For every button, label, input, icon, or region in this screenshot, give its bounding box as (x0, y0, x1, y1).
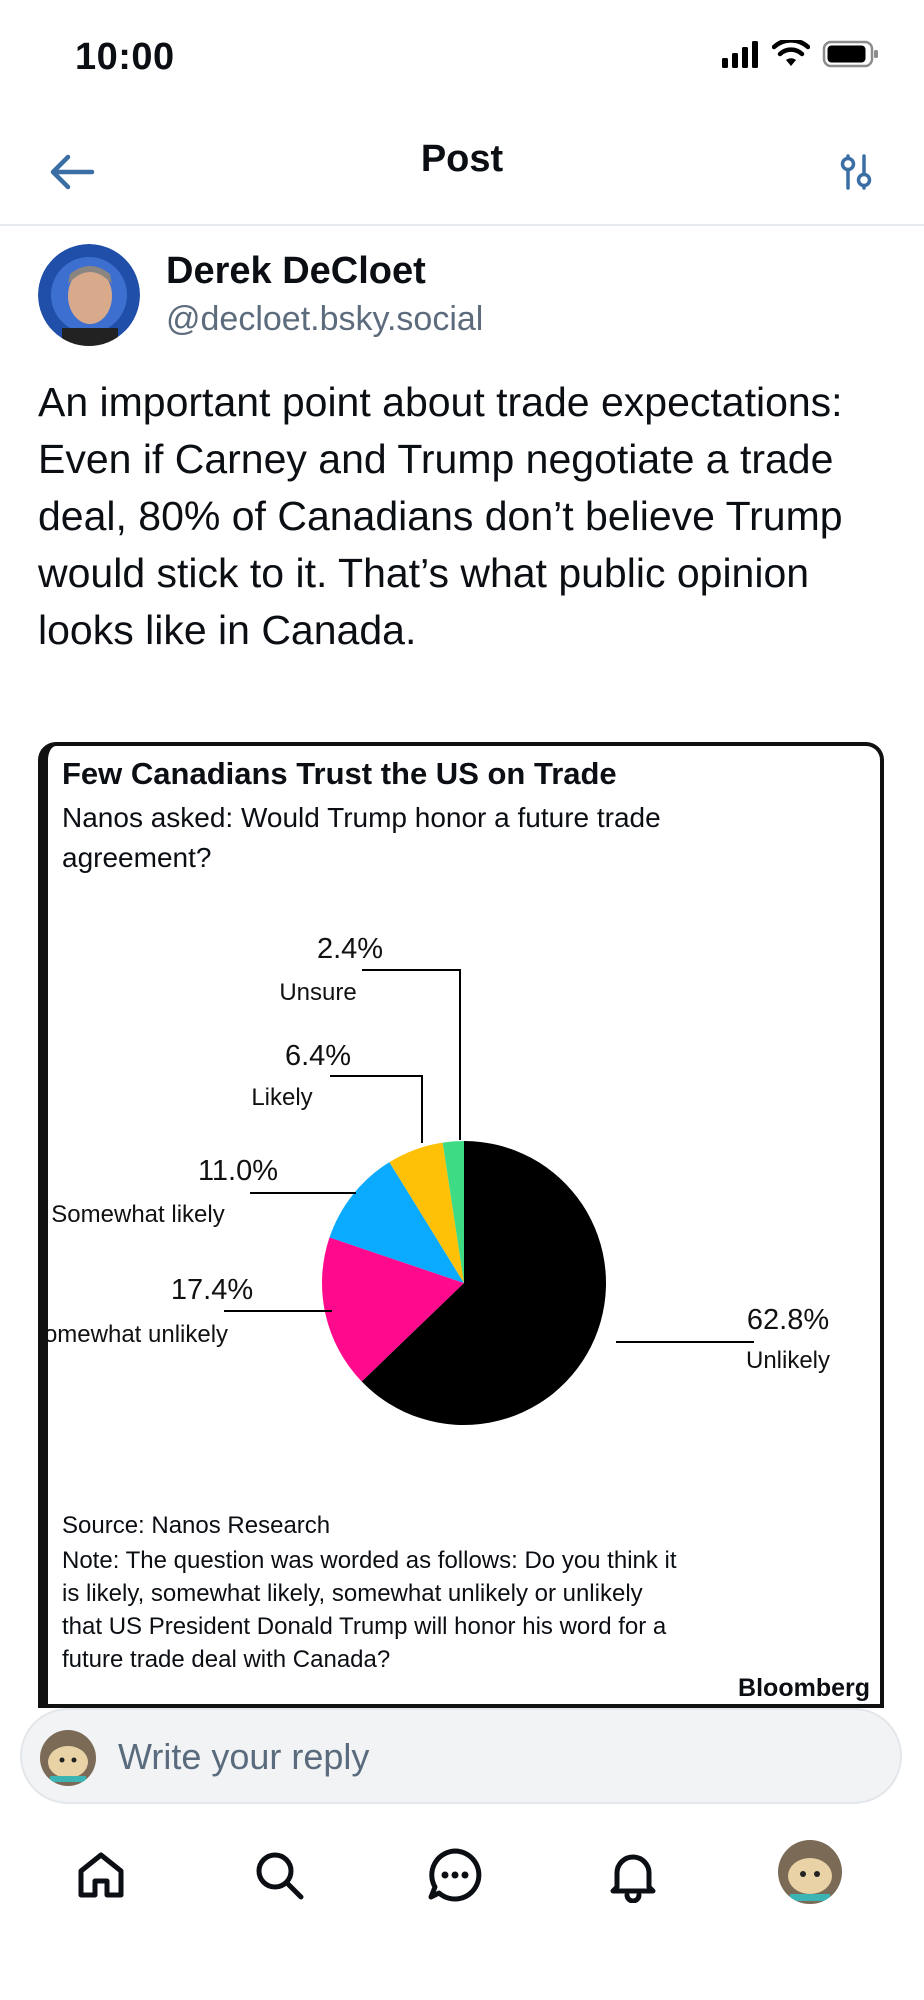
back-button[interactable] (40, 140, 104, 204)
thread-settings-button[interactable] (824, 140, 888, 204)
reply-user-avatar (40, 1730, 96, 1786)
tab-home[interactable] (66, 1840, 136, 1910)
author-handle[interactable]: @decloet.bsky.social (166, 300, 484, 338)
chart-brand-logo: Bloomberg (738, 1674, 870, 1702)
pie-slice-likely (389, 1142, 464, 1283)
pie-chart: 62.8% Unlikely 17.4% Somewhat unlikely 11.0%… (48, 933, 830, 1425)
data-label-value: 6.4% (285, 1040, 351, 1072)
sliders-icon (840, 154, 872, 190)
data-label-category: Somewhat unlikely (48, 1321, 228, 1348)
data-label-value: 2.4% (317, 933, 383, 965)
tab-notifications[interactable] (598, 1840, 668, 1910)
pie-slice-unlikely (361, 1141, 606, 1425)
bell-icon (610, 1854, 656, 1903)
back-arrow-icon (50, 154, 95, 190)
leader-line (362, 969, 461, 1140)
data-label-value: 17.4% (171, 1274, 253, 1306)
post-header: Post (0, 120, 924, 226)
author-name[interactable]: Derek DeCloet (166, 250, 426, 292)
home-icon (78, 1852, 124, 1898)
search-icon (256, 1852, 304, 1900)
pie-slice-somewhat-unlikely (322, 1237, 464, 1382)
chart-title: Few Canadians Trust the US on Trade (62, 756, 617, 791)
post-image-chart[interactable]: Few Canadians Trust the US on Trade Nano… (38, 742, 884, 1708)
wifi-icon (772, 40, 810, 66)
page-title: Post (420, 138, 504, 180)
reply-input[interactable]: Write your reply (118, 1736, 370, 1777)
chart-note: Note: The question was worded as follows… (62, 1547, 677, 1673)
data-label-category: Unlikely (746, 1347, 830, 1374)
status-bar: 10:00 (0, 0, 924, 120)
pie-slice-unsure (442, 1141, 464, 1283)
status-icons (720, 40, 880, 68)
status-time: 10:00 (75, 36, 175, 78)
profile-avatar-icon (778, 1840, 842, 1904)
bottom-tab-bar (0, 1810, 924, 1930)
chart-source: Source: Nanos Research (62, 1512, 331, 1539)
chart-subtitle: Nanos asked: Would Trump honor a future … (62, 802, 661, 873)
reply-bar[interactable]: Write your reply (20, 1708, 902, 1804)
signal-icon (722, 41, 758, 68)
data-label-value: 11.0% (198, 1155, 278, 1187)
data-label-category: Likely (251, 1084, 312, 1111)
battery-icon (822, 40, 878, 68)
tab-chat[interactable] (420, 1840, 490, 1910)
pie-slice-somewhat-likely (329, 1162, 464, 1283)
leader-line (330, 1075, 423, 1143)
tab-search[interactable] (244, 1840, 314, 1910)
data-label-category: Somewhat likely (51, 1201, 224, 1228)
post-text: An important point about trade expectati… (38, 379, 843, 653)
author-avatar[interactable] (38, 244, 140, 346)
data-label-value: 62.8% (747, 1304, 829, 1336)
tab-profile[interactable] (778, 1840, 842, 1904)
data-label-category: Unsure (279, 979, 356, 1006)
chat-icon (428, 1848, 482, 1902)
